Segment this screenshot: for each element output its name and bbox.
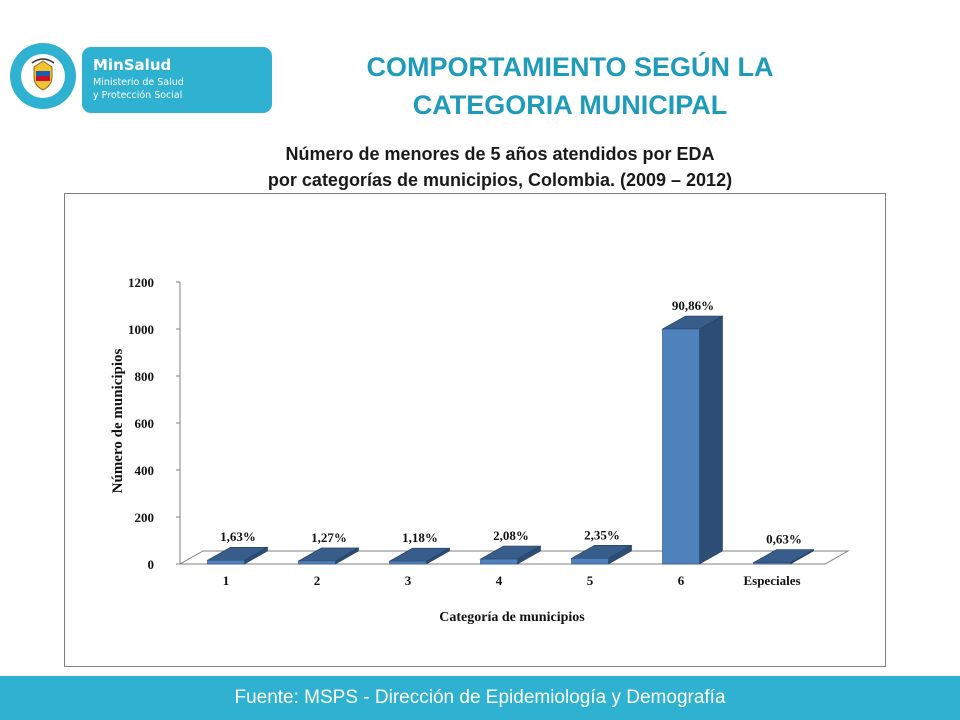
data-label-1: 1,27%	[311, 530, 347, 545]
bar-chart: 0 200 400 600 800 1000 1200 1,63% 1 1,27% 2 1,18% 3 2…	[110, 275, 850, 625]
chart-heading: Número de menores de 5 años atendidos po…	[160, 141, 840, 193]
footer-bar: Fuente: MSPS - Dirección de Epidemiologí…	[0, 676, 960, 720]
page-title-line-1: COMPORTAMIENTO SEGÚN LA	[366, 52, 774, 82]
y-tick-label-2: 400	[135, 463, 155, 478]
x-tick-label-1: 2	[314, 573, 321, 588]
logo-line-1: Ministerio de Salud	[93, 77, 184, 88]
bar-6	[753, 562, 791, 565]
x-tick-label-2: 3	[405, 573, 412, 588]
bar-3	[480, 558, 518, 565]
chart-frame	[64, 193, 886, 667]
data-label-3: 2,08%	[493, 528, 529, 543]
y-tick-label-6: 1200	[128, 275, 154, 290]
y-tick-label-4: 800	[135, 369, 155, 384]
bar-1	[298, 560, 336, 565]
y-axis-label: Número de municipios	[110, 348, 126, 493]
x-tick-label-3: 4	[496, 573, 503, 588]
bar-5	[662, 328, 700, 565]
page-title-line-2: CATEGORIA MUNICIPAL	[412, 90, 728, 120]
data-label-6: 0,63%	[766, 532, 802, 547]
data-label-2: 1,18%	[402, 530, 438, 545]
x-tick-label-6: Especiales	[743, 573, 800, 588]
bar-0	[207, 559, 245, 565]
logo-line-2: y Protección Social	[93, 90, 183, 101]
x-tick-label-4: 5	[587, 573, 594, 588]
y-tick-label-1: 200	[135, 510, 155, 525]
x-tick-label-5: 6	[678, 573, 685, 588]
page-title: COMPORTAMIENTO SEGÚN LA CATEGORIA MUNICI…	[340, 48, 800, 124]
source-text: Fuente: MSPS - Dirección de Epidemiologí…	[234, 687, 726, 708]
logo-brand: MinSalud	[93, 56, 172, 74]
x-axis-label: Categoría de municipios	[439, 610, 585, 625]
y-tick-label-0: 0	[148, 557, 155, 572]
bar-2	[389, 560, 427, 565]
bar-side-5	[699, 315, 723, 565]
data-label-0: 1,63%	[220, 529, 256, 544]
republic-seal-icon	[10, 43, 76, 109]
data-label-4: 2,35%	[584, 527, 620, 542]
y-tick-label-5: 1000	[128, 322, 154, 337]
x-tick-label-0: 1	[223, 573, 230, 588]
bar-4	[571, 558, 609, 565]
minsalud-logo: MinSalud Ministerio de Salud y Protecció…	[82, 47, 272, 113]
data-label-5: 90,86%	[672, 298, 714, 313]
chart-heading-line-2: por categorías de municipios, Colombia. …	[267, 170, 733, 190]
chart-heading-line-1: Número de menores de 5 años atendidos po…	[285, 144, 715, 164]
y-tick-label-3: 600	[135, 416, 155, 431]
